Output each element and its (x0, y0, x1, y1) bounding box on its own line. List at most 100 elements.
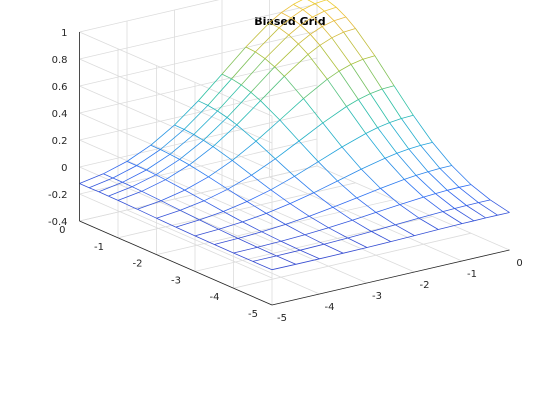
y-tick-label: -1 (94, 242, 104, 253)
mesh-segment (365, 133, 386, 159)
mesh-segment (473, 217, 486, 222)
mesh-segment (350, 64, 371, 94)
mesh-segment (427, 171, 448, 191)
mesh-segment (241, 84, 252, 93)
floor-grid-line (126, 209, 320, 295)
mesh-segment (293, 0, 303, 5)
mesh-segment (415, 175, 436, 194)
mesh-segment (371, 224, 396, 232)
x-tick-label: 0 (516, 258, 522, 269)
mesh-segment (414, 229, 439, 236)
mesh-segment (203, 117, 228, 141)
mesh-segment (194, 235, 215, 245)
mesh-segment (221, 73, 232, 80)
mesh-segment (293, 4, 304, 10)
mesh-segment (160, 129, 185, 150)
mesh-segment (252, 261, 273, 271)
mesh-segment (324, 6, 337, 12)
mesh-segment (214, 244, 234, 254)
z-tick-label: 1 (61, 28, 67, 39)
mesh-segment (131, 174, 157, 188)
z-tick-label: -0.2 (48, 190, 68, 201)
mesh-segment (108, 195, 119, 201)
y-axis-line (79, 220, 273, 306)
mesh-segment (193, 134, 204, 141)
mesh-segment (266, 203, 291, 214)
mesh-segment (371, 231, 391, 242)
mesh-segment (401, 114, 414, 119)
mesh-segment (309, 206, 334, 217)
mesh-segment (274, 66, 285, 77)
mesh-segment (294, 175, 315, 194)
mesh-segment (231, 51, 256, 80)
mesh-segment (279, 98, 304, 121)
mesh-segment (380, 179, 405, 189)
mesh-segment (237, 238, 258, 248)
mesh-segment (298, 43, 309, 55)
mesh-segment (343, 28, 356, 33)
mesh-segment (212, 124, 238, 147)
mesh-segment (390, 235, 415, 242)
z-tick-label: 0.8 (52, 55, 68, 66)
mesh-segment (439, 165, 452, 169)
mesh-segment (375, 204, 400, 213)
mesh-segment (307, 44, 321, 55)
mesh-segment (79, 183, 90, 189)
mesh-segment (322, 122, 343, 148)
mesh-segment (255, 27, 280, 53)
mesh-segment (314, 3, 325, 12)
mesh-segment (300, 249, 320, 260)
mesh-segment (358, 93, 371, 100)
mesh-segment (194, 228, 219, 237)
mesh-segment (103, 161, 128, 175)
mesh-segment (485, 214, 498, 219)
mesh-segment (290, 9, 304, 19)
chart-title: Biased Grid (254, 15, 325, 28)
mesh-segment (126, 144, 152, 162)
mesh-segment (227, 188, 248, 202)
mesh-segment (389, 118, 402, 123)
mesh-segment (117, 190, 142, 201)
mesh-segment (290, 17, 301, 26)
wall-grid-line (79, 112, 273, 198)
mesh-segment (141, 179, 166, 192)
mesh-segment (350, 58, 364, 65)
mesh-segment (156, 217, 176, 228)
mesh-segment (399, 204, 420, 219)
mesh-segment (198, 100, 209, 106)
mesh-segment (232, 160, 252, 176)
wall-grid-line (79, 139, 273, 225)
mesh-segment (214, 238, 239, 245)
mesh-segment (319, 252, 344, 260)
mesh-segment (412, 115, 433, 143)
mesh-segment (266, 213, 286, 225)
mesh-segment (179, 159, 190, 166)
mesh-segment (294, 161, 319, 177)
mesh-segment (395, 217, 420, 226)
mesh-segment (269, 12, 282, 24)
mesh-segment (218, 228, 239, 239)
mesh-segment (313, 192, 334, 208)
wall-grid-line (79, 30, 318, 87)
mesh-segment (318, 146, 343, 163)
mesh-segment (338, 70, 359, 100)
mesh-segment (432, 142, 453, 166)
mesh-segment (408, 145, 421, 150)
mesh-segment (270, 175, 295, 191)
mesh-segment (396, 153, 417, 176)
mesh-segment (245, 22, 270, 48)
mesh-segment (369, 93, 390, 123)
mesh-segment (180, 200, 205, 211)
mesh-segment (257, 246, 277, 257)
y-tick-label: 0 (59, 225, 65, 236)
mesh-segment (309, 215, 329, 229)
mesh-segment (355, 28, 376, 56)
mesh-segment (260, 76, 285, 101)
wall-grid-line (79, 193, 273, 279)
mesh-segment (156, 209, 181, 219)
mesh-segment (454, 205, 467, 209)
mesh-segment (137, 200, 162, 210)
mesh-segment (150, 144, 161, 150)
mesh-segment (165, 179, 185, 191)
mesh-segment (307, 0, 315, 4)
